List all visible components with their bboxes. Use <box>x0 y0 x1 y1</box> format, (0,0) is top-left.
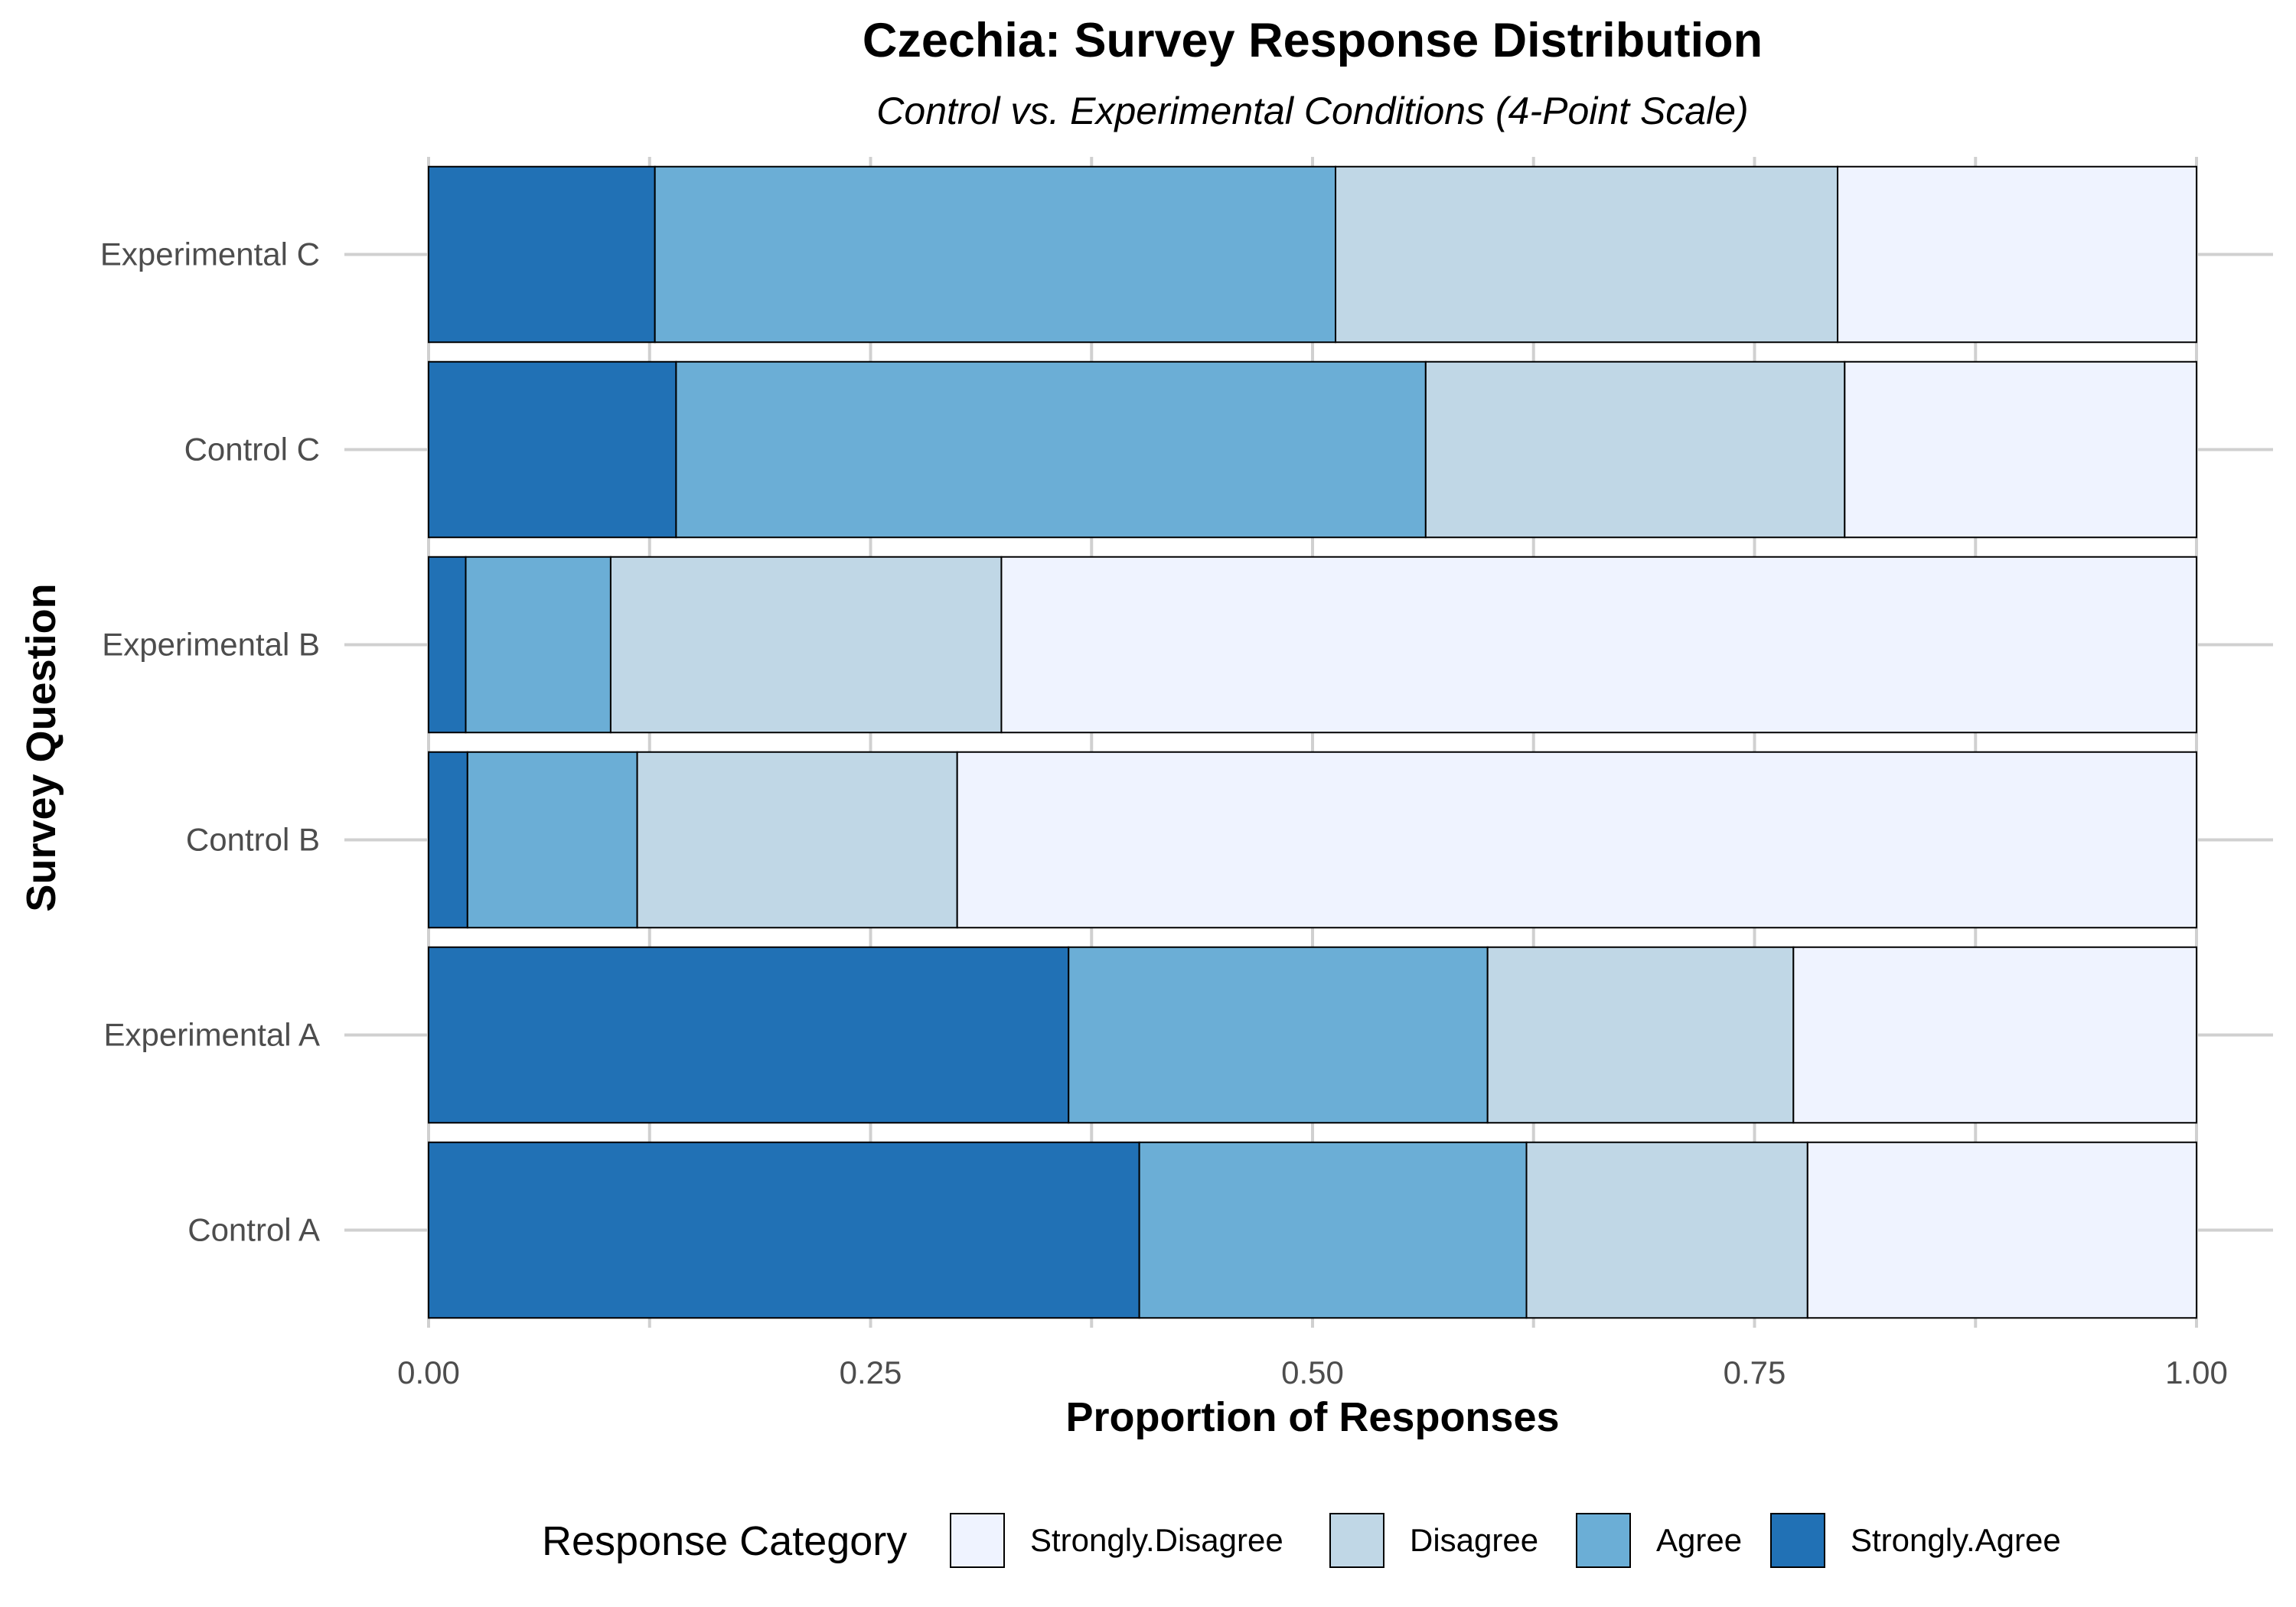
bars-layer <box>428 165 2198 1319</box>
bar-segment-strongly-agree <box>428 360 677 539</box>
bar-segment-disagree <box>1335 165 1839 344</box>
chart-title: Czechia: Survey Response Distribution <box>863 14 1763 67</box>
bar-group <box>428 751 2197 929</box>
bar-segment-disagree <box>1424 360 1846 539</box>
bar-segment-strongly-disagree <box>1000 556 2197 734</box>
legend-swatch <box>1770 1513 1825 1568</box>
bar-segment-disagree <box>1486 946 1795 1124</box>
bar-group <box>428 946 2198 1124</box>
bar-segment-agree <box>675 360 1427 539</box>
bar-group <box>428 165 2198 344</box>
x-axis-ticks: 0.00 0.25 0.50 0.75 1.00 <box>397 1354 2228 1390</box>
legend-item: Strongly.Disagree <box>950 1513 1283 1568</box>
y-tick-label: Control B <box>186 822 320 858</box>
bar-segment-strongly-disagree <box>1806 1141 2198 1319</box>
legend-label: Strongly.Disagree <box>1030 1522 1283 1558</box>
x-axis-title: Proportion of Responses <box>1065 1394 1559 1440</box>
legend-item: Disagree <box>1329 1513 1538 1568</box>
bar-segment-strongly-agree <box>428 165 656 344</box>
x-tick-label: 0.75 <box>1724 1354 1786 1390</box>
bar-group <box>428 556 2197 734</box>
legend-label: Disagree <box>1410 1522 1538 1558</box>
y-tick-label: Experimental B <box>102 627 320 663</box>
bar-segment-agree <box>654 165 1337 344</box>
bar-segment-disagree <box>1525 1141 1808 1319</box>
legend-item: Agree <box>1576 1513 1742 1568</box>
bar-segment-strongly-disagree <box>956 751 2197 929</box>
y-tick-label: Experimental A <box>104 1017 320 1053</box>
legend-swatch <box>1576 1513 1631 1568</box>
bar-segment-agree <box>1068 946 1489 1124</box>
x-tick-label: 0.50 <box>1281 1354 1344 1390</box>
legend-item: Strongly.Agree <box>1770 1513 2061 1568</box>
x-tick-label: 1.00 <box>2165 1354 2228 1390</box>
legend-label: Agree <box>1656 1522 1742 1558</box>
legend: Response Category Strongly.Disagree Disag… <box>542 1513 2061 1568</box>
legend-label: Strongly.Agree <box>1851 1522 2061 1558</box>
bar-segment-disagree <box>609 556 1003 734</box>
bar-group <box>428 1141 2198 1319</box>
bar-segment-agree <box>1138 1141 1528 1319</box>
y-axis-ticks: Control A Experimental A Control B Experime… <box>100 236 320 1248</box>
bar-segment-strongly-agree <box>428 1141 1140 1319</box>
y-tick-label: Control A <box>188 1212 320 1248</box>
x-tick-label: 0.25 <box>840 1354 902 1390</box>
bar-segment-strongly-disagree <box>1792 946 2198 1124</box>
bar-segment-agree <box>465 556 612 734</box>
bar-segment-strongly-disagree <box>1837 165 2198 344</box>
bar-segment-agree <box>466 751 638 929</box>
bar-segment-strongly-agree <box>428 751 468 929</box>
bar-group <box>428 360 2198 539</box>
y-axis-title: Survey Question <box>18 583 64 911</box>
x-tick-label: 0.00 <box>397 1354 460 1390</box>
legend-swatch <box>950 1513 1005 1568</box>
y-tick-label: Experimental C <box>100 236 320 272</box>
legend-swatch <box>1329 1513 1384 1568</box>
chart-subtitle: Control vs. Experimental Conditions (4-P… <box>876 90 1748 132</box>
bar-segment-strongly-agree <box>428 946 1070 1124</box>
bar-segment-strongly-agree <box>428 556 467 734</box>
legend-title: Response Category <box>542 1518 907 1564</box>
bar-segment-disagree <box>636 751 958 929</box>
bar-segment-strongly-disagree <box>1844 360 2198 539</box>
y-tick-label: Control C <box>184 432 320 468</box>
